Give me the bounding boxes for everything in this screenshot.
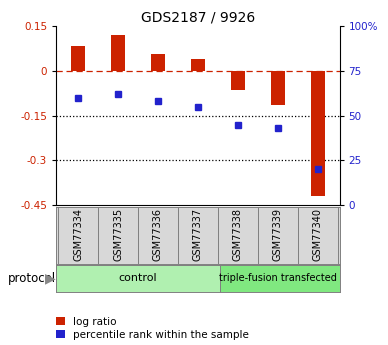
Bar	[71, 46, 85, 71]
Text: GSM77339: GSM77339	[273, 208, 283, 261]
Bar	[271, 71, 285, 105]
Title: GDS2187 / 9926: GDS2187 / 9926	[141, 11, 255, 25]
Bar	[191, 59, 205, 71]
Text: triple-fusion transfected: triple-fusion transfected	[219, 273, 337, 283]
Text: control: control	[119, 273, 158, 283]
Bar	[310, 71, 324, 196]
Text: protocol: protocol	[8, 272, 56, 285]
Text: GSM77336: GSM77336	[153, 208, 163, 261]
Text: GSM77335: GSM77335	[113, 208, 123, 261]
Bar	[220, 265, 340, 292]
Text: GSM77337: GSM77337	[193, 208, 203, 261]
Bar	[258, 207, 298, 264]
Legend: log ratio, percentile rank within the sample: log ratio, percentile rank within the sa…	[55, 317, 249, 340]
Text: GSM77340: GSM77340	[313, 208, 322, 261]
Bar	[98, 207, 138, 264]
Bar	[231, 71, 245, 90]
Bar	[111, 35, 125, 71]
Bar	[138, 207, 178, 264]
Text: GSM77334: GSM77334	[73, 208, 83, 261]
Text: GSM77338: GSM77338	[233, 208, 243, 261]
Bar	[58, 207, 98, 264]
Bar	[56, 265, 220, 292]
Text: ▶: ▶	[45, 272, 55, 285]
Bar	[218, 207, 258, 264]
Bar	[151, 54, 165, 71]
Bar	[298, 207, 338, 264]
Bar	[178, 207, 218, 264]
